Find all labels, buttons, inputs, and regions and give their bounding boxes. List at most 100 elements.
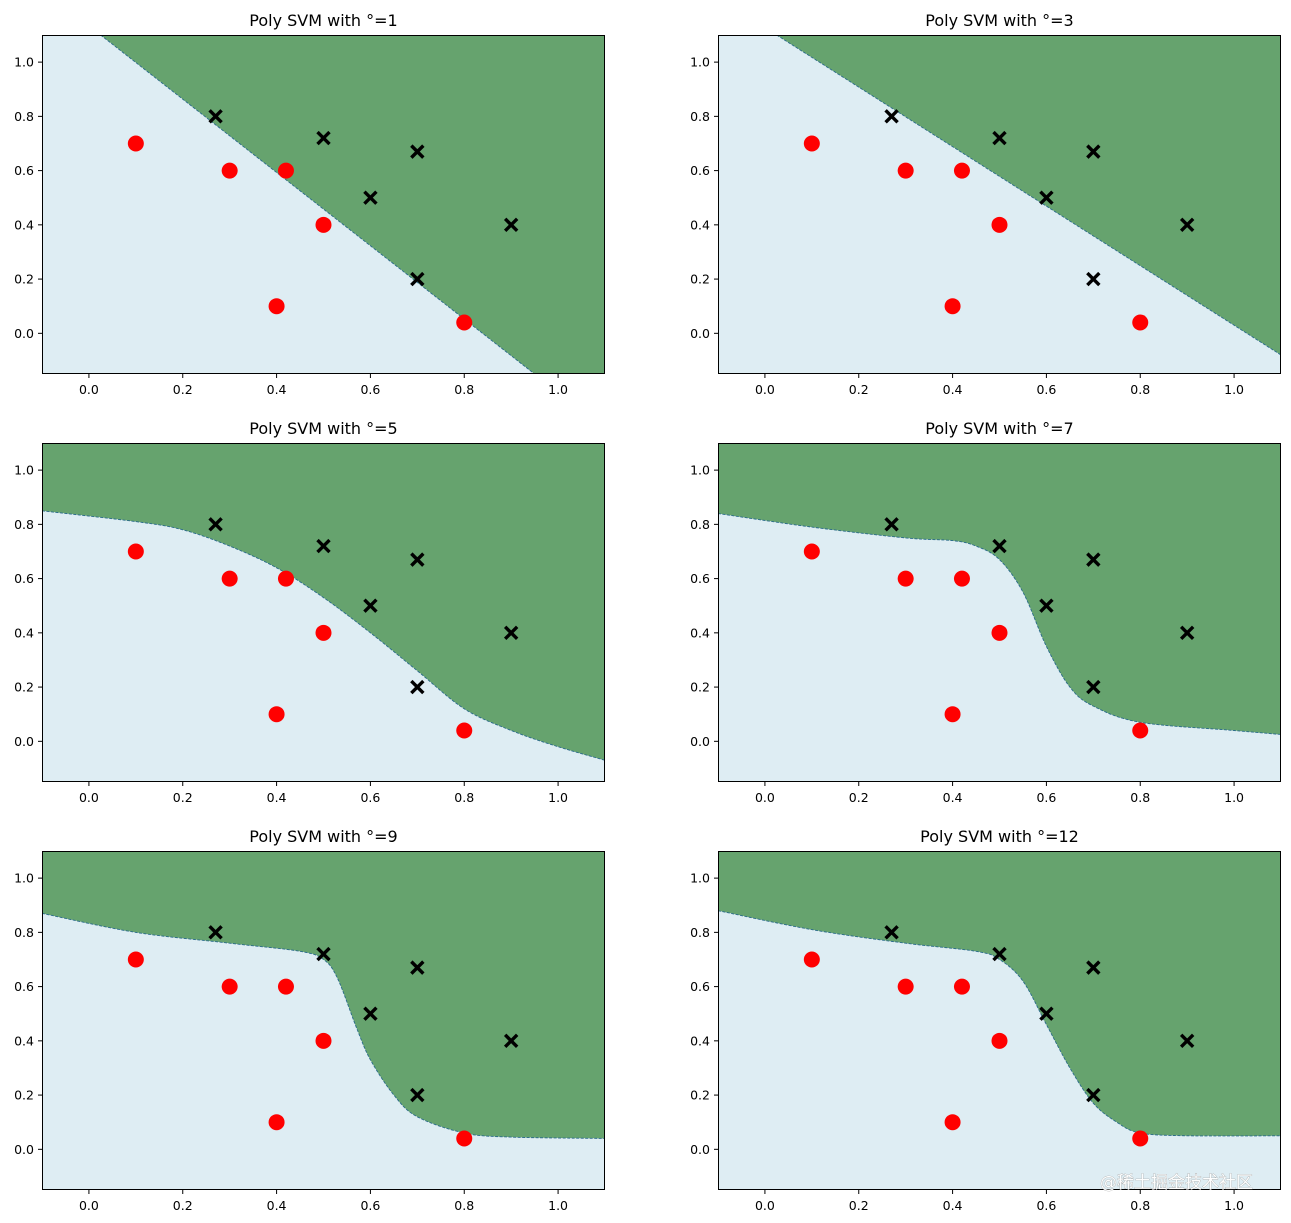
data-point-cross <box>410 144 425 159</box>
y-tick-label: 0.4 <box>14 217 34 232</box>
data-point-cross <box>1086 1087 1101 1103</box>
x-tick-label: 0.2 <box>173 382 193 397</box>
y-tick-label: 0.4 <box>14 625 34 640</box>
x-tick-label: 0.8 <box>1130 1198 1150 1213</box>
decision-region-positive <box>718 443 1281 735</box>
data-point-cross <box>503 217 519 233</box>
data-point-circle <box>803 543 820 560</box>
data-point-circle <box>953 570 970 587</box>
axes-frame <box>718 851 1281 1190</box>
y-tick-label: 0.8 <box>690 925 710 940</box>
axes-frame <box>42 851 605 1190</box>
x-tick-label: 1.0 <box>1224 382 1244 397</box>
data-point-circle <box>277 570 294 587</box>
y-tick-label: 0.2 <box>14 680 34 695</box>
data-point-circle <box>127 135 144 152</box>
data-point-cross <box>316 538 331 554</box>
y-tick-label: 0.0 <box>14 1142 34 1157</box>
decision-boundary <box>100 35 535 374</box>
data-point-circle <box>991 216 1008 233</box>
x-tick-label: 1.0 <box>548 382 568 397</box>
x-tick-label: 0.4 <box>267 790 287 805</box>
data-point-cross <box>1039 1006 1054 1021</box>
x-tick-label: 0.4 <box>267 382 287 397</box>
decision-boundary <box>42 510 605 761</box>
x-tick-label: 1.0 <box>548 790 568 805</box>
subplot-title: Poly SVM with °=9 <box>249 827 397 846</box>
decision-boundary <box>718 513 1281 735</box>
x-tick-label: 0.2 <box>849 790 869 805</box>
data-point-cross <box>1086 271 1101 287</box>
data-point-circle <box>456 1130 473 1147</box>
x-tick-label: 0.6 <box>360 1198 380 1213</box>
subplot-4: 0.0 0.2 0.4 0.6 0.8 1.0 0.0 0.2 0.4 0.6 0.8 1.0 Poly… <box>690 419 1281 805</box>
data-point-cross <box>1179 1033 1195 1049</box>
data-point-circle <box>991 624 1008 641</box>
x-tick-label: 0.8 <box>1130 790 1150 805</box>
subplot-3: 0.0 0.2 0.4 0.6 0.8 1.0 0.0 0.2 0.4 0.6 0.8 1.0 Poly… <box>14 419 605 805</box>
data-point-cross <box>992 538 1007 554</box>
data-point-circle <box>897 978 914 995</box>
x-tick-label: 0.2 <box>849 382 869 397</box>
plot-area <box>718 443 1281 782</box>
decision-region-positive <box>718 851 1281 1136</box>
plot-area <box>718 35 1281 374</box>
data-point-cross <box>1086 960 1101 975</box>
data-point-cross <box>884 925 899 940</box>
data-point-circle <box>221 162 238 179</box>
data-point-circle <box>991 1032 1008 1049</box>
plot-area <box>718 851 1281 1190</box>
data-point-circle <box>221 570 238 587</box>
axes-frame <box>42 443 605 782</box>
data-point-cross <box>316 130 331 146</box>
x-tick-label: 0.2 <box>173 1198 193 1213</box>
x-tick-label: 0.0 <box>755 382 775 397</box>
decision-region-positive <box>42 35 605 374</box>
plot-area <box>42 443 605 782</box>
x-tick-label: 0.6 <box>1036 382 1056 397</box>
x-tick-label: 1.0 <box>1224 790 1244 805</box>
data-point-cross <box>363 190 378 205</box>
y-tick-label: 0.2 <box>690 272 710 287</box>
y-tick-label: 0.2 <box>14 272 34 287</box>
x-tick-label: 0.4 <box>943 1198 963 1213</box>
data-point-cross <box>1039 190 1054 205</box>
data-point-circle <box>897 570 914 587</box>
y-tick-label: 1.0 <box>14 871 34 886</box>
decision-boundary <box>776 35 1281 356</box>
data-point-circle <box>456 314 473 331</box>
watermark-text: @稀土掘金技术社区 <box>1100 1173 1253 1193</box>
data-point-cross <box>208 517 223 532</box>
x-tick-label: 0.0 <box>755 1198 775 1213</box>
subplot-5: 0.0 0.2 0.4 0.6 0.8 1.0 0.0 0.2 0.4 0.6 0.8 1.0 Poly… <box>14 827 605 1213</box>
data-point-circle <box>944 298 961 315</box>
y-tick-label: 0.6 <box>690 571 710 586</box>
subplot-title: Poly SVM with °=1 <box>249 11 397 30</box>
data-point-circle <box>953 978 970 995</box>
y-tick-label: 0.8 <box>690 517 710 532</box>
data-point-cross <box>316 946 331 962</box>
data-point-circle <box>277 162 294 179</box>
y-tick-label: 0.0 <box>690 1142 710 1157</box>
data-point-cross <box>992 130 1007 146</box>
data-point-cross <box>992 946 1007 962</box>
y-tick-label: 0.6 <box>14 163 34 178</box>
x-tick-label: 0.6 <box>1036 790 1056 805</box>
y-tick-label: 0.8 <box>690 109 710 124</box>
x-tick-label: 0.2 <box>849 1198 869 1213</box>
subplot-2: 0.0 0.2 0.4 0.6 0.8 1.0 0.0 0.2 0.4 0.6 0.8 1.0 Poly… <box>690 11 1281 397</box>
x-tick-label: 0.4 <box>267 1198 287 1213</box>
data-point-cross <box>1179 217 1195 233</box>
subplot-grid: 0.0 0.2 0.4 0.6 0.8 1.0 0.0 0.2 0.4 0.6 0.8 1.0 Poly… <box>14 11 1281 1213</box>
x-tick-label: 0.8 <box>454 1198 474 1213</box>
subplot-1: 0.0 0.2 0.4 0.6 0.8 1.0 0.0 0.2 0.4 0.6 0.8 1.0 Poly… <box>14 11 605 397</box>
x-tick-label: 0.0 <box>79 382 99 397</box>
data-point-circle <box>1132 1130 1149 1147</box>
data-point-cross <box>1179 625 1195 641</box>
data-point-circle <box>944 706 961 723</box>
subplot-title: Poly SVM with °=7 <box>925 419 1073 438</box>
decision-region-positive <box>42 851 605 1139</box>
x-tick-label: 0.8 <box>1130 382 1150 397</box>
data-point-cross <box>363 1006 378 1021</box>
